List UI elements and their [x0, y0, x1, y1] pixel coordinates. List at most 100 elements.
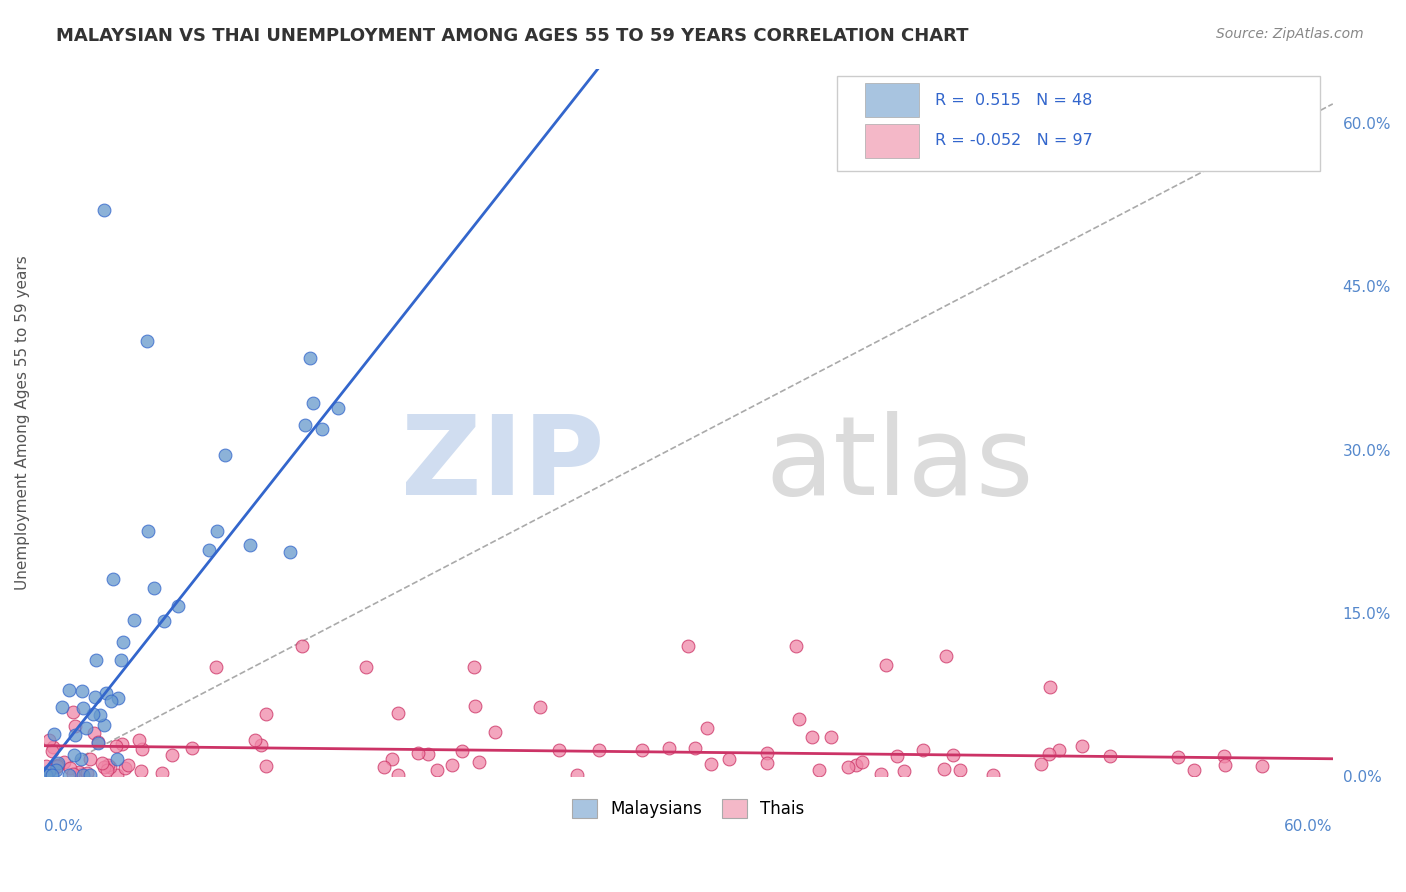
Point: [100, 694, 122, 708]
Point: [83, 690, 105, 705]
Point: [97, 758, 120, 772]
Point: [136, 334, 159, 348]
Text: ZIP: ZIP: [401, 411, 605, 518]
Point: [62, 705, 84, 719]
Point: [107, 691, 129, 706]
Point: [76, 766, 98, 780]
Text: 0.0%: 0.0%: [44, 819, 83, 834]
Point: [143, 581, 166, 595]
Text: Source: ZipAtlas.com: Source: ZipAtlas.com: [1216, 27, 1364, 41]
Point: [58, 768, 80, 782]
Point: [72, 700, 94, 714]
Point: [254, 758, 277, 772]
Point: [837, 760, 859, 774]
Point: [981, 768, 1004, 782]
Point: [62, 767, 84, 781]
Point: [381, 752, 404, 766]
Point: [387, 768, 409, 782]
Text: MALAYSIAN VS THAI UNEMPLOYMENT AMONG AGES 55 TO 59 YEARS CORRELATION CHART: MALAYSIAN VS THAI UNEMPLOYMENT AMONG AGE…: [56, 27, 969, 45]
Point: [294, 418, 316, 433]
Point: [105, 752, 128, 766]
FancyBboxPatch shape: [837, 76, 1320, 171]
Point: [67, 765, 90, 780]
Point: [91, 756, 114, 771]
Point: [63, 728, 86, 742]
Point: [875, 657, 897, 672]
Point: [717, 752, 740, 766]
Point: [416, 747, 439, 761]
Point: [45, 764, 67, 778]
Point: [129, 764, 152, 778]
Point: [845, 757, 868, 772]
Point: [254, 707, 277, 722]
Point: [1039, 680, 1062, 694]
Point: [117, 758, 139, 772]
Point: [41, 768, 63, 782]
Point: [1038, 747, 1060, 761]
Point: [886, 748, 908, 763]
Point: [565, 767, 588, 781]
Point: [197, 542, 219, 557]
Point: [93, 718, 115, 732]
Point: [696, 721, 718, 735]
Point: [630, 743, 652, 757]
Point: [301, 396, 323, 410]
Point: [38, 764, 60, 778]
Point: [311, 422, 333, 436]
Point: [59, 761, 82, 775]
Point: [298, 351, 321, 365]
Point: [93, 760, 115, 774]
Point: [588, 742, 610, 756]
Point: [785, 639, 807, 653]
Point: [1251, 759, 1274, 773]
Point: [658, 740, 681, 755]
Point: [1167, 750, 1189, 764]
Point: [45, 758, 67, 772]
Point: [700, 756, 723, 771]
Point: [150, 766, 173, 780]
Point: [548, 743, 571, 757]
Point: [89, 708, 111, 723]
Point: [105, 768, 128, 782]
Point: [1212, 749, 1234, 764]
Point: [136, 524, 159, 538]
Point: [851, 756, 873, 770]
Point: [110, 653, 132, 667]
Text: atlas: atlas: [766, 411, 1035, 518]
Point: [87, 736, 110, 750]
Point: [204, 660, 226, 674]
Point: [122, 613, 145, 627]
Point: [243, 732, 266, 747]
Point: [35, 759, 58, 773]
Text: 60.0%: 60.0%: [1284, 819, 1333, 834]
Point: [755, 756, 778, 770]
Point: [373, 760, 395, 774]
Point: [38, 732, 60, 747]
Point: [35, 768, 58, 782]
Point: [870, 767, 893, 781]
Point: [65, 718, 87, 732]
Point: [406, 746, 429, 760]
Point: [1215, 758, 1237, 772]
Point: [935, 649, 957, 664]
Y-axis label: Unemployment Among Ages 55 to 59 years: Unemployment Among Ages 55 to 59 years: [15, 255, 30, 590]
Point: [101, 573, 124, 587]
Point: [35, 768, 58, 782]
Point: [46, 758, 69, 772]
Point: [250, 738, 273, 752]
Point: [440, 757, 463, 772]
Point: [942, 747, 965, 762]
Point: [1071, 739, 1094, 753]
Point: [800, 730, 823, 744]
Point: [893, 764, 915, 778]
Point: [98, 759, 121, 773]
Point: [45, 760, 67, 774]
Point: [326, 401, 349, 415]
Point: [932, 762, 955, 776]
Point: [96, 764, 118, 778]
Point: [93, 202, 115, 217]
Point: [70, 766, 93, 780]
Point: [167, 599, 190, 613]
Point: [94, 686, 117, 700]
Point: [111, 737, 134, 751]
